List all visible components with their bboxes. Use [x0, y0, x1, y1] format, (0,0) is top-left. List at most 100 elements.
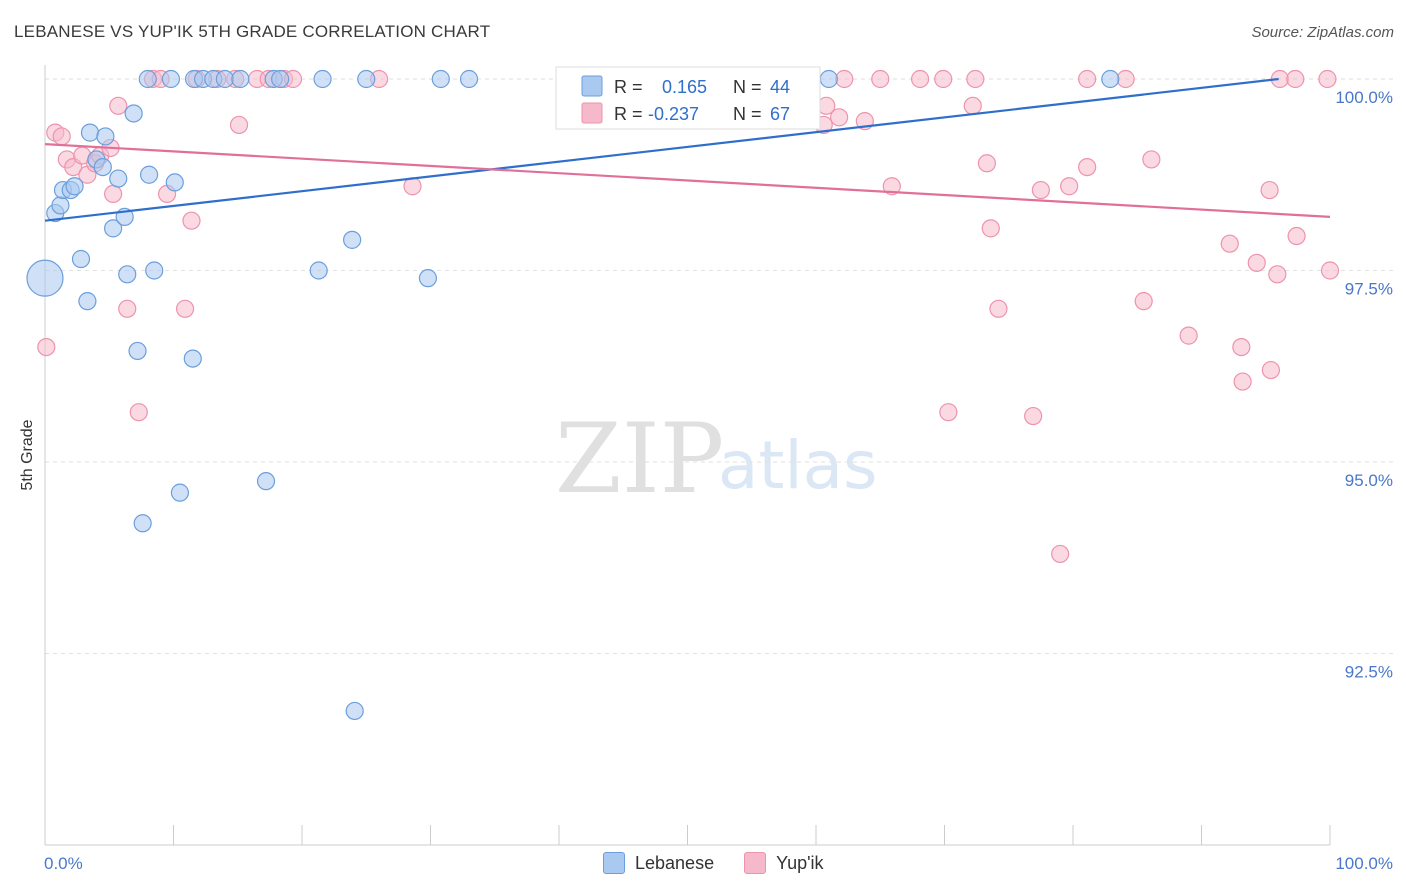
watermark-zip: ZIP: [555, 403, 724, 515]
yupik-point: [118, 299, 137, 318]
yupik-point: [830, 108, 849, 127]
yupik-point: [910, 69, 930, 89]
lebanese-point: [93, 157, 112, 177]
lebanese-point: [343, 230, 362, 249]
stats-swatch-yupik: [581, 102, 603, 124]
x-tick-label-min: 0.0%: [44, 854, 83, 873]
yupik-points: [37, 69, 1340, 564]
yupik-point: [1060, 177, 1079, 196]
stats-n-value-yupik: 67: [770, 104, 790, 124]
lebanese-point: [357, 69, 376, 89]
lebanese-point: [165, 173, 184, 192]
lebanese-point: [309, 261, 328, 280]
stats-r-value-lebanese: 0.165: [662, 77, 707, 97]
yupik-point: [1024, 406, 1043, 426]
y-tick-label: 100.0%: [1335, 88, 1393, 107]
watermark: ZIP atlas: [555, 403, 878, 515]
yupik-point: [977, 154, 997, 173]
gridlines: [45, 78, 1395, 654]
yupik-point: [963, 96, 982, 115]
lebanese-point: [104, 219, 123, 238]
yupik-point: [52, 127, 71, 146]
source-label: Source: ZipAtlas.com: [1251, 24, 1394, 41]
trend-lines: [44, 77, 1331, 222]
yupik-point: [966, 69, 985, 89]
stats-r-label-lebanese: R =: [614, 77, 643, 97]
stats-n-label-lebanese: N =: [733, 77, 762, 97]
yupik-point: [1233, 372, 1252, 391]
yupik-point: [109, 96, 128, 115]
yupik-point: [939, 403, 958, 422]
yupik-point: [182, 211, 201, 230]
lebanese-point: [138, 69, 157, 89]
lebanese-point: [819, 69, 838, 89]
lebanese-point: [231, 69, 250, 89]
legend-swatch-yupik: [744, 852, 767, 874]
yupik-point: [835, 69, 854, 89]
lebanese-point: [80, 123, 100, 142]
yupik-point: [1078, 157, 1097, 177]
lebanese-point: [26, 259, 64, 297]
lebanese-point: [118, 265, 137, 284]
stats-r-label-yupik: R =: [614, 104, 643, 124]
yupik-point: [37, 338, 56, 357]
yupik-point: [1268, 265, 1287, 284]
stats-legend: R = 0.165 N = 44 R = -0.237 N = 67: [555, 66, 821, 130]
yupik-point: [1261, 360, 1280, 380]
yupik-point: [1232, 338, 1251, 357]
yupik-point: [1260, 180, 1279, 200]
yupik-point: [989, 299, 1008, 318]
lebanese-point: [139, 165, 159, 184]
y-tick-label: 92.5%: [1345, 663, 1393, 682]
lebanese-point: [431, 69, 450, 89]
stats-r-value-yupik: -0.237: [648, 104, 699, 124]
stats-swatch-lebanese: [581, 75, 603, 97]
yupik-point: [175, 299, 195, 318]
yupik-point: [1051, 544, 1070, 564]
lebanese-point: [109, 169, 128, 188]
lebanese-point: [96, 127, 115, 146]
lebanese-point: [65, 177, 84, 196]
legend-item-lebanese: Lebanese: [603, 852, 714, 874]
lebanese-point: [161, 69, 181, 89]
y-tick-label: 97.5%: [1345, 280, 1393, 299]
yupik-point: [129, 403, 148, 422]
lebanese-points: [26, 69, 1120, 721]
stats-n-label-yupik: N =: [733, 104, 762, 124]
axes: [44, 65, 1331, 846]
bottom-legend: Lebanese Yup'ik: [603, 852, 824, 874]
yupik-point: [1134, 292, 1153, 311]
yupik-point: [1247, 253, 1266, 272]
lebanese-point: [271, 69, 290, 89]
trend-line-yupik: [44, 143, 1331, 218]
yupik-point: [871, 69, 890, 89]
legend-label-lebanese: Lebanese: [635, 852, 715, 873]
lebanese-point: [1101, 69, 1120, 89]
lebanese-point: [345, 701, 364, 721]
lebanese-point: [418, 269, 438, 288]
lebanese-point: [124, 104, 143, 123]
yupik-point: [981, 219, 1000, 238]
yupik-point: [882, 177, 901, 196]
lebanese-point: [133, 514, 152, 533]
yupik-point: [934, 69, 953, 89]
yupik-point: [1220, 234, 1239, 253]
yupik-point: [1116, 69, 1135, 89]
chart-title: LEBANESE VS YUP'IK 5TH GRADE CORRELATION…: [14, 22, 491, 41]
trend-line-lebanese: [44, 77, 1279, 222]
yupik-point: [1320, 261, 1340, 280]
yupik-point: [229, 115, 249, 135]
watermark-atlas: atlas: [718, 427, 878, 504]
yupik-point: [1031, 180, 1050, 200]
stats-n-value-lebanese: 44: [770, 77, 790, 97]
legend-swatch-lebanese: [603, 852, 625, 874]
lebanese-point: [459, 69, 479, 89]
yupik-point: [1287, 226, 1306, 246]
tick-labels: 100.0% 97.5% 95.0% 92.5% 0.0% 100.0%: [44, 88, 1393, 873]
y-tick-label: 95.0%: [1345, 471, 1393, 490]
lebanese-point: [215, 69, 234, 89]
lebanese-point: [183, 349, 202, 368]
yupik-point: [1078, 69, 1097, 89]
legend-item-yupik: Yup'ik: [744, 852, 824, 874]
